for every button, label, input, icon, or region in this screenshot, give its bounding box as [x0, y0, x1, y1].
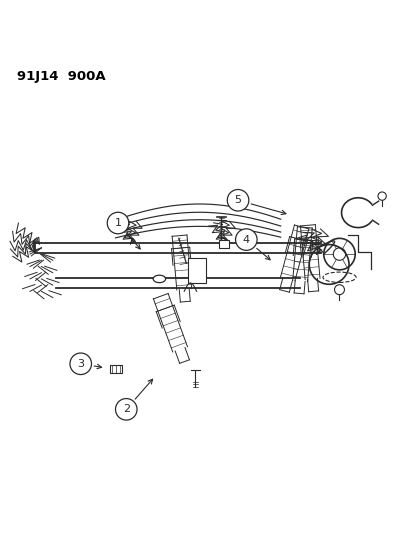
Text: 5: 5	[234, 195, 241, 205]
Text: 3: 3	[77, 359, 84, 369]
Text: 4: 4	[242, 235, 249, 245]
Circle shape	[70, 353, 91, 375]
Text: 2: 2	[122, 405, 130, 414]
FancyBboxPatch shape	[218, 240, 228, 248]
Circle shape	[115, 399, 137, 420]
Circle shape	[227, 190, 248, 211]
Circle shape	[107, 212, 128, 234]
FancyBboxPatch shape	[187, 258, 205, 283]
Text: 1: 1	[114, 218, 121, 228]
Circle shape	[235, 229, 256, 251]
Ellipse shape	[153, 275, 165, 282]
FancyBboxPatch shape	[109, 365, 122, 373]
Text: 91J14  900A: 91J14 900A	[17, 70, 105, 83]
